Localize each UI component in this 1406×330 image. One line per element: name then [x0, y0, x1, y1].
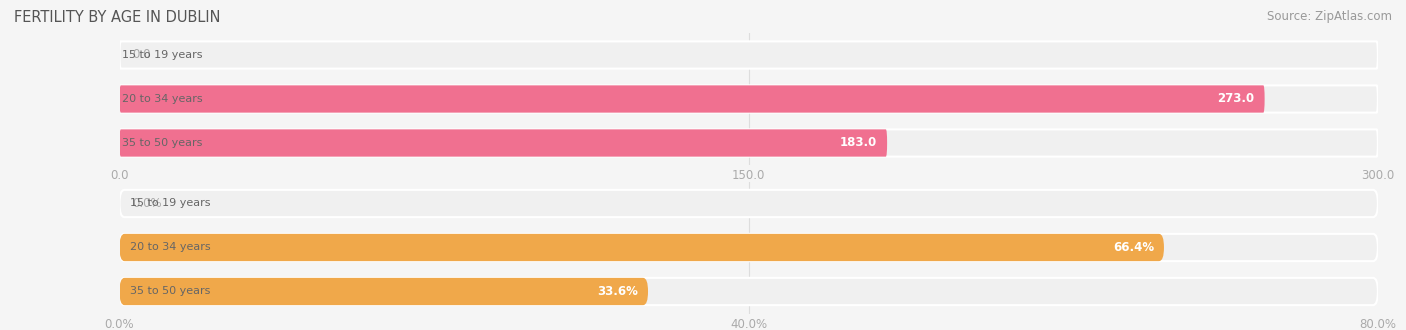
- FancyBboxPatch shape: [120, 234, 1164, 261]
- FancyBboxPatch shape: [120, 129, 887, 157]
- FancyBboxPatch shape: [120, 85, 1264, 113]
- Text: 0.0: 0.0: [132, 49, 150, 61]
- FancyBboxPatch shape: [120, 234, 1378, 261]
- Text: 15 to 19 years: 15 to 19 years: [131, 199, 211, 209]
- Text: 35 to 50 years: 35 to 50 years: [122, 138, 202, 148]
- Text: 20 to 34 years: 20 to 34 years: [131, 243, 211, 252]
- Text: 33.6%: 33.6%: [598, 285, 638, 298]
- Text: 20 to 34 years: 20 to 34 years: [122, 94, 202, 104]
- Text: 0.0%: 0.0%: [132, 197, 162, 210]
- Text: 66.4%: 66.4%: [1112, 241, 1154, 254]
- Text: FERTILITY BY AGE IN DUBLIN: FERTILITY BY AGE IN DUBLIN: [14, 10, 221, 25]
- FancyBboxPatch shape: [120, 41, 1378, 69]
- FancyBboxPatch shape: [120, 190, 1378, 217]
- Text: 273.0: 273.0: [1218, 92, 1254, 106]
- Text: Source: ZipAtlas.com: Source: ZipAtlas.com: [1267, 10, 1392, 23]
- FancyBboxPatch shape: [120, 278, 648, 305]
- Text: 183.0: 183.0: [839, 137, 877, 149]
- FancyBboxPatch shape: [120, 129, 1378, 157]
- FancyBboxPatch shape: [120, 278, 1378, 305]
- Text: 35 to 50 years: 35 to 50 years: [131, 286, 211, 296]
- Text: 15 to 19 years: 15 to 19 years: [122, 50, 202, 60]
- FancyBboxPatch shape: [120, 85, 1378, 113]
